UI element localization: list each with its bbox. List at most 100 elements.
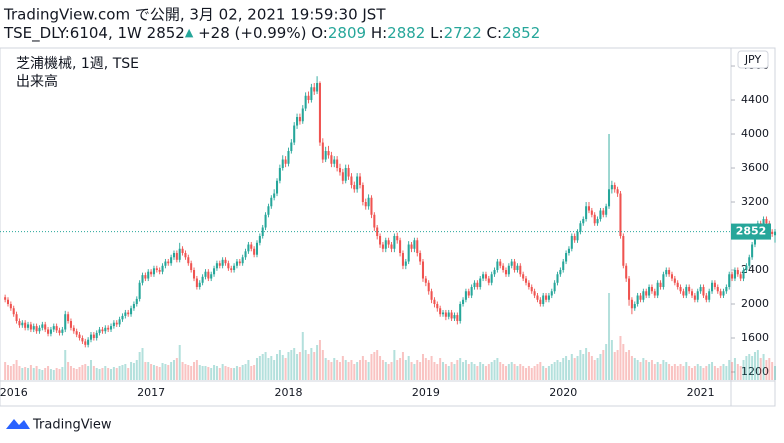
candle-body bbox=[479, 278, 482, 288]
x-tick-label: 2019 bbox=[412, 386, 440, 399]
candle-body bbox=[576, 231, 579, 241]
volume-bar bbox=[716, 368, 719, 380]
volume-bar bbox=[424, 358, 427, 380]
open-value: 2809 bbox=[328, 24, 366, 42]
volume-bar bbox=[625, 352, 628, 380]
candle-body bbox=[78, 334, 81, 339]
volume-bar bbox=[525, 368, 528, 380]
candle-body bbox=[682, 291, 685, 296]
candle-body bbox=[92, 334, 95, 339]
candle-body bbox=[55, 326, 58, 331]
volume-bar bbox=[250, 366, 253, 380]
candle-body bbox=[72, 327, 75, 332]
candle-body bbox=[313, 87, 316, 92]
volume-bar bbox=[347, 362, 350, 380]
candle-body bbox=[370, 197, 373, 215]
last-price-label: 2852 bbox=[736, 225, 767, 238]
volume-bar bbox=[190, 366, 193, 380]
volume-bar bbox=[336, 360, 339, 380]
candle-body bbox=[172, 253, 176, 258]
low-value: 2722 bbox=[444, 24, 482, 42]
volume-bar bbox=[12, 364, 15, 380]
volume-bar bbox=[101, 368, 104, 380]
candle-body bbox=[659, 282, 662, 288]
candle-body bbox=[504, 270, 508, 275]
volume-bar bbox=[656, 362, 659, 380]
volume-bar bbox=[762, 354, 765, 380]
candle-body bbox=[293, 125, 296, 143]
volume-bar bbox=[650, 360, 653, 380]
candle-body bbox=[665, 270, 668, 275]
candle-body bbox=[373, 214, 376, 228]
volume-bar bbox=[181, 362, 184, 380]
candle-body bbox=[550, 291, 553, 296]
candle-body bbox=[175, 253, 178, 260]
volume-bar bbox=[590, 356, 593, 380]
symbol: TSE_DLY:6104, 1W bbox=[3, 24, 142, 43]
candle-body bbox=[522, 274, 525, 279]
candle-body bbox=[361, 185, 364, 203]
volume-bar bbox=[633, 358, 636, 380]
candle-body bbox=[64, 314, 67, 330]
y-tick-label: 4000 bbox=[741, 127, 769, 140]
volume-bar bbox=[739, 366, 742, 380]
footer: TradingView bbox=[32, 418, 112, 433]
candle-body bbox=[567, 248, 570, 254]
volume-bar bbox=[708, 364, 711, 380]
volume-bar bbox=[616, 350, 619, 380]
volume-bar bbox=[353, 364, 356, 380]
candle-body bbox=[404, 261, 407, 266]
volume-bar bbox=[642, 358, 645, 380]
volume-bar bbox=[602, 350, 605, 380]
candle-body bbox=[536, 295, 539, 300]
volume-bar bbox=[507, 364, 510, 380]
volume-bar bbox=[599, 354, 602, 380]
open-label: O: bbox=[311, 24, 328, 42]
y-tick-label: 1200 bbox=[741, 365, 769, 378]
candle-body bbox=[58, 330, 61, 333]
high-label: H: bbox=[371, 24, 387, 42]
candle-body bbox=[745, 265, 748, 271]
candle-body bbox=[364, 202, 367, 207]
volume-bar bbox=[98, 369, 101, 380]
currency-box bbox=[737, 50, 769, 69]
candle-body bbox=[676, 282, 679, 288]
candle-body bbox=[705, 295, 708, 300]
candle-body bbox=[625, 265, 628, 279]
volume-bar bbox=[284, 358, 287, 380]
volume-bar bbox=[307, 354, 310, 380]
candle-body bbox=[467, 291, 470, 296]
volume-bar bbox=[304, 350, 307, 380]
volume-bar bbox=[393, 350, 396, 380]
candle-body bbox=[201, 276, 204, 283]
candle-body bbox=[699, 287, 702, 292]
volume-bar bbox=[293, 348, 296, 380]
candle-body bbox=[628, 278, 631, 300]
candle-body bbox=[296, 117, 299, 126]
volume-bar bbox=[41, 370, 44, 380]
volume-bar bbox=[132, 363, 135, 380]
volume-bar bbox=[653, 364, 656, 380]
volume-bar bbox=[587, 352, 590, 380]
candle-body bbox=[450, 312, 453, 319]
volume-bar bbox=[553, 362, 556, 380]
candle-body bbox=[476, 282, 479, 288]
candle-body bbox=[547, 295, 550, 300]
volume-bar bbox=[341, 356, 344, 380]
candle-body bbox=[181, 248, 184, 254]
candle-body bbox=[616, 189, 619, 194]
candle-body bbox=[748, 257, 751, 266]
candle-body bbox=[713, 282, 716, 288]
volume-bar bbox=[376, 350, 379, 380]
volume-bar bbox=[387, 364, 390, 380]
published: TradingView.com で公開, 3月 02, 2021 19:59:3… bbox=[3, 6, 386, 24]
candle-body bbox=[579, 223, 582, 232]
volume-bar bbox=[519, 364, 522, 380]
volume-bar bbox=[224, 366, 227, 380]
volume-bar bbox=[401, 352, 404, 380]
volume-bar bbox=[370, 354, 373, 380]
candle-body bbox=[301, 108, 304, 122]
candle-body bbox=[184, 253, 187, 258]
